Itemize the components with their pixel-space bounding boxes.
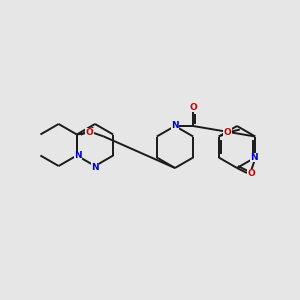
Text: N: N [74,151,82,160]
Text: N: N [91,163,99,172]
Text: N: N [171,121,179,130]
Text: O: O [247,169,255,178]
Text: O: O [224,128,232,137]
Text: O: O [86,128,94,137]
Text: O: O [189,103,197,112]
Text: N: N [250,153,258,162]
